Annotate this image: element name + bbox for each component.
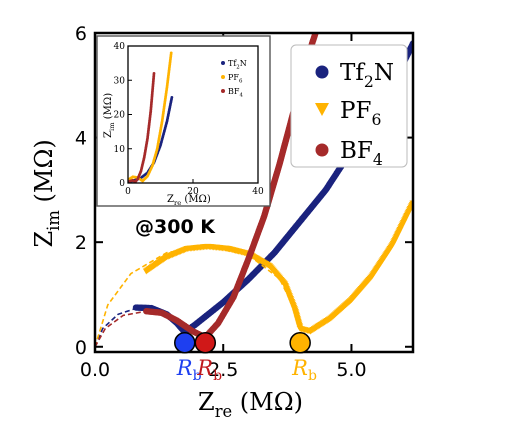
x-tick-label: 2.5 <box>208 359 238 381</box>
y-tick-label: 6 <box>75 23 87 45</box>
rb-marker-tf2n <box>174 332 196 354</box>
inset-series-group <box>128 51 174 183</box>
temperature-annotation: @300 K <box>135 216 216 238</box>
inset-legend-marker-bf4 <box>221 89 225 93</box>
x-tick-label: 0.0 <box>80 359 110 381</box>
legend-label-tf2n: Tf2N <box>340 60 394 91</box>
inset-y-tick-label: 20 <box>114 111 126 121</box>
rb-label-bf4: Rb <box>196 356 222 384</box>
inset-y-tick-label: 30 <box>114 76 126 86</box>
inset-x-axis-label: Zre (MΩ) <box>167 194 211 207</box>
inset-legend-label-bf4: BF4 <box>228 87 243 98</box>
inset-legend-label-tf2n: Tf2N <box>228 59 247 70</box>
y-tick-label: 4 <box>75 128 87 150</box>
y-tick-label: 2 <box>75 232 87 254</box>
rb-marker-bf4 <box>194 332 217 354</box>
inset-legend-marker-pf6 <box>221 75 225 79</box>
legend-marker-pf6 <box>315 103 329 116</box>
rb-marker-pf6 <box>289 332 311 354</box>
inset-plot: 0 20 40 0 10 20 30 40 Zre (MΩ) Zim (MΩ) Tf2N PF6 BF4 <box>96 35 271 207</box>
inset-legend-marker-tf2n <box>221 61 225 65</box>
inset-x-tick-label: 40 <box>252 187 264 197</box>
y-axis-label: Zim (MΩ) <box>30 139 63 247</box>
inset-data-point-pf6 <box>169 51 173 55</box>
inset-y-tick-label: 10 <box>114 145 126 155</box>
inset-x-tick-label: 20 <box>187 187 199 197</box>
legend-label-bf4: BF4 <box>340 138 383 169</box>
y-tick-label: 0 <box>75 337 87 359</box>
inset-data-point-tf2n <box>170 95 174 99</box>
rb-label-pf6: Rb <box>291 356 317 384</box>
rb-label-tf2n: Rb <box>176 356 202 384</box>
inset-data-point-bf4 <box>152 72 156 75</box>
inset-x-tick-label: 0 <box>125 187 131 197</box>
x-axis-label: Zre (MΩ) <box>198 388 303 421</box>
inset-legend-label-pf6: PF6 <box>228 73 243 84</box>
inset-y-axis-label: Zim (MΩ) <box>103 93 116 138</box>
main-legend: Tf2N PF6 BF4 <box>290 44 408 169</box>
inset-y-tick-label: 40 <box>114 42 126 52</box>
legend-marker-bf4 <box>315 143 329 157</box>
inset-background <box>96 35 271 207</box>
legend-label-pf6: PF6 <box>340 98 381 129</box>
x-tick-label: 5.0 <box>336 359 366 381</box>
legend-marker-tf2n <box>315 65 329 79</box>
inset-y-tick-label: 0 <box>119 179 125 189</box>
main-axes-frame <box>93 31 415 354</box>
